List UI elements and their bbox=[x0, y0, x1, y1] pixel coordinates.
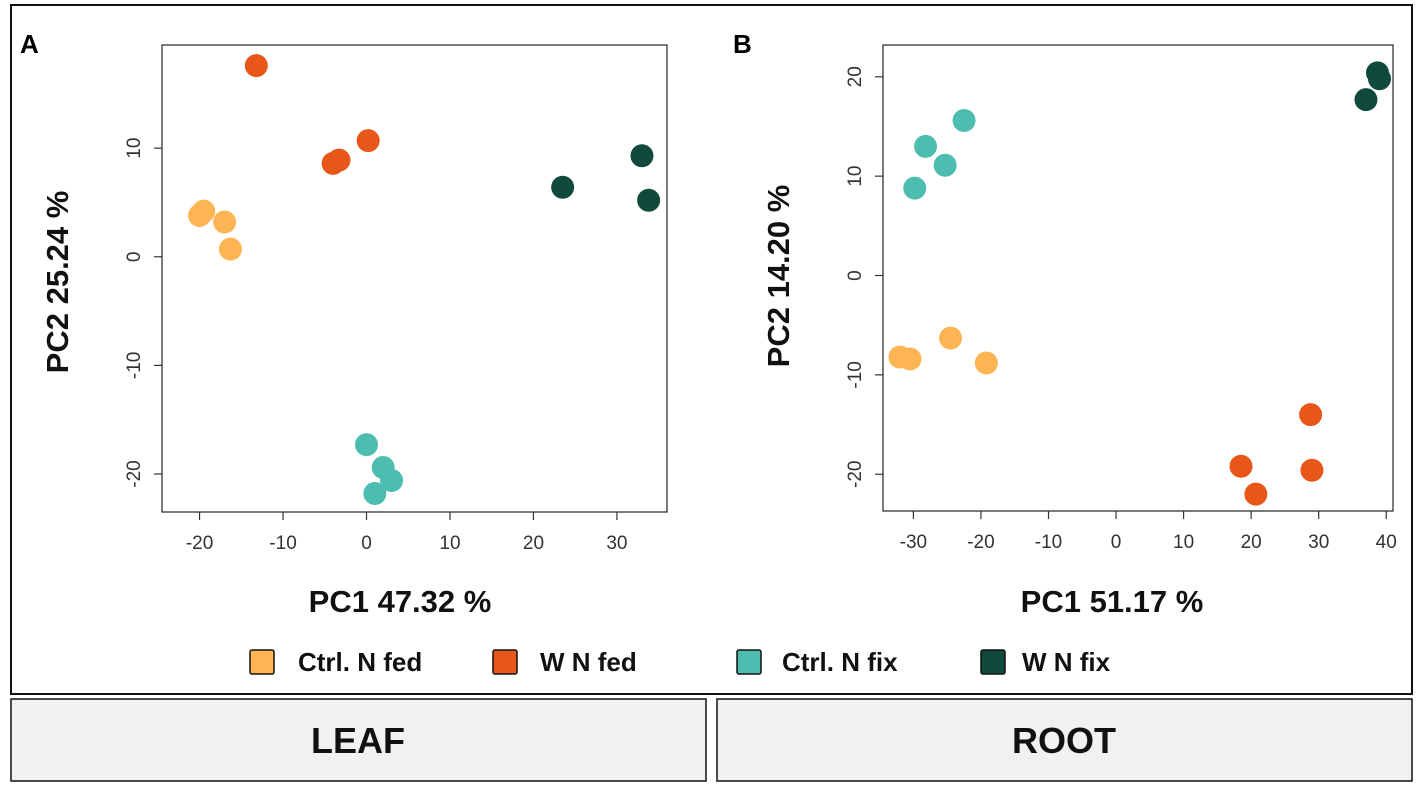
x-tick-label-a: -20 bbox=[186, 533, 213, 554]
axis-ticks-a: -20 -10 0 10 20 30 -20 -10 0 10 bbox=[124, 138, 627, 554]
panel-b-root: B PC1 51.17 % PC2 14.20 % -30 -20 -10 0 10 20… bbox=[733, 29, 1397, 619]
legend-item-w-n-fix: W N fix bbox=[980, 647, 1111, 677]
x-tick-label-b: 40 bbox=[1376, 532, 1397, 553]
point-ctrl-n-fed-b bbox=[974, 351, 998, 375]
legend-swatch bbox=[736, 649, 762, 675]
point-w-n-fix-a bbox=[551, 175, 575, 199]
panel-letter-a: A bbox=[20, 29, 39, 59]
y-tick-label-b: -20 bbox=[845, 461, 866, 488]
y-axis-label-a: PC2 25.24 % bbox=[40, 191, 75, 374]
footer-leaf-label: LEAF bbox=[311, 720, 405, 761]
x-tick-label-a: 0 bbox=[361, 533, 372, 554]
legend-swatch bbox=[492, 649, 518, 675]
legend-label: W N fed bbox=[540, 647, 637, 677]
point-ctrl-n-fed-a bbox=[213, 210, 237, 234]
legend-label: Ctrl. N fix bbox=[782, 647, 898, 677]
legend-item-w-n-fed: W N fed bbox=[492, 647, 637, 677]
footer-leaf: LEAF bbox=[10, 698, 707, 782]
footer-leaf-box bbox=[10, 698, 707, 782]
y-tick-label-b: 20 bbox=[845, 66, 866, 87]
x-tick-label-b: 10 bbox=[1173, 532, 1194, 553]
x-tick-label-b: -20 bbox=[967, 532, 994, 553]
plot-area-b bbox=[882, 44, 1394, 512]
point-ctrl-n-fix-b bbox=[914, 134, 938, 158]
x-tick-label-a: 20 bbox=[523, 533, 544, 554]
x-tick-label-b: -10 bbox=[1035, 532, 1062, 553]
panel-letter-b: B bbox=[733, 29, 752, 59]
point-w-n-fix-a bbox=[637, 188, 661, 212]
x-axis-label-a: PC1 47.32 % bbox=[309, 584, 492, 619]
legend: Ctrl. N fed W N fed Ctrl. N fix W N fix bbox=[249, 647, 1111, 677]
x-tick-label-a: -10 bbox=[269, 533, 296, 554]
point-w-n-fed-a bbox=[356, 129, 380, 153]
x-tick-label-b: -30 bbox=[900, 532, 927, 553]
x-tick-label-b: 30 bbox=[1308, 532, 1329, 553]
point-ctrl-n-fed-b bbox=[939, 326, 963, 350]
point-w-n-fed-a bbox=[244, 54, 268, 78]
x-tick-label-b: 0 bbox=[1111, 532, 1122, 553]
x-tick-label-a: 30 bbox=[606, 533, 627, 554]
point-w-n-fed-b bbox=[1229, 454, 1253, 478]
footer-root-label: ROOT bbox=[1012, 720, 1116, 761]
legend-label: Ctrl. N fed bbox=[298, 647, 422, 677]
legend-item-ctrl-n-fed: Ctrl. N fed bbox=[249, 647, 422, 677]
point-w-n-fed-b bbox=[1300, 458, 1324, 482]
point-ctrl-n-fix-b bbox=[933, 153, 957, 177]
x-tick-label-b: 20 bbox=[1241, 532, 1262, 553]
y-tick-label-a: -10 bbox=[124, 352, 145, 379]
plot-area-a bbox=[161, 44, 668, 513]
point-w-n-fix-a bbox=[630, 144, 654, 168]
point-w-n-fed-a bbox=[327, 148, 351, 172]
point-ctrl-n-fed-a bbox=[218, 237, 242, 261]
y-tick-label-b: 0 bbox=[845, 270, 866, 281]
figure-frame bbox=[10, 4, 1413, 695]
point-w-n-fed-b bbox=[1244, 482, 1268, 506]
legend-swatch bbox=[249, 649, 275, 675]
footer-root: ROOT bbox=[716, 698, 1413, 782]
y-axis-label-b: PC2 14.20 % bbox=[761, 185, 796, 368]
y-tick-label-b: 10 bbox=[845, 166, 866, 187]
point-ctrl-n-fix-b bbox=[903, 176, 927, 200]
point-w-n-fix-b bbox=[1367, 67, 1391, 91]
point-ctrl-n-fix-a bbox=[355, 433, 379, 457]
y-tick-label-b: -10 bbox=[845, 361, 866, 388]
y-tick-label-a: 10 bbox=[124, 138, 145, 159]
axis-ticks-b: -30 -20 -10 0 10 20 30 40 -20 -10 0 10 20 bbox=[845, 66, 1397, 553]
point-ctrl-n-fix-b bbox=[952, 109, 976, 133]
data-points-b bbox=[888, 61, 1391, 506]
legend-swatch bbox=[980, 649, 1006, 675]
legend-label: W N fix bbox=[1022, 647, 1111, 677]
point-ctrl-n-fed-b bbox=[898, 347, 922, 371]
point-w-n-fed-b bbox=[1299, 403, 1323, 427]
y-tick-label-a: 0 bbox=[124, 251, 145, 262]
point-ctrl-n-fed-a bbox=[192, 199, 216, 223]
x-axis-label-b: PC1 51.17 % bbox=[1021, 584, 1204, 619]
point-w-n-fix-b bbox=[1354, 88, 1378, 112]
footer-root-box bbox=[716, 698, 1413, 782]
y-tick-label-a: -20 bbox=[124, 460, 145, 487]
x-tick-label-a: 10 bbox=[439, 533, 460, 554]
point-ctrl-n-fix-a bbox=[380, 469, 404, 493]
point-ctrl-n-fix-a bbox=[363, 482, 387, 506]
data-points-a bbox=[188, 54, 661, 506]
panel-a-leaf: A PC1 47.32 % PC2 25.24 % -20 -10 0 10 20 30-… bbox=[20, 29, 668, 619]
legend-item-ctrl-n-fix: Ctrl. N fix bbox=[736, 647, 898, 677]
